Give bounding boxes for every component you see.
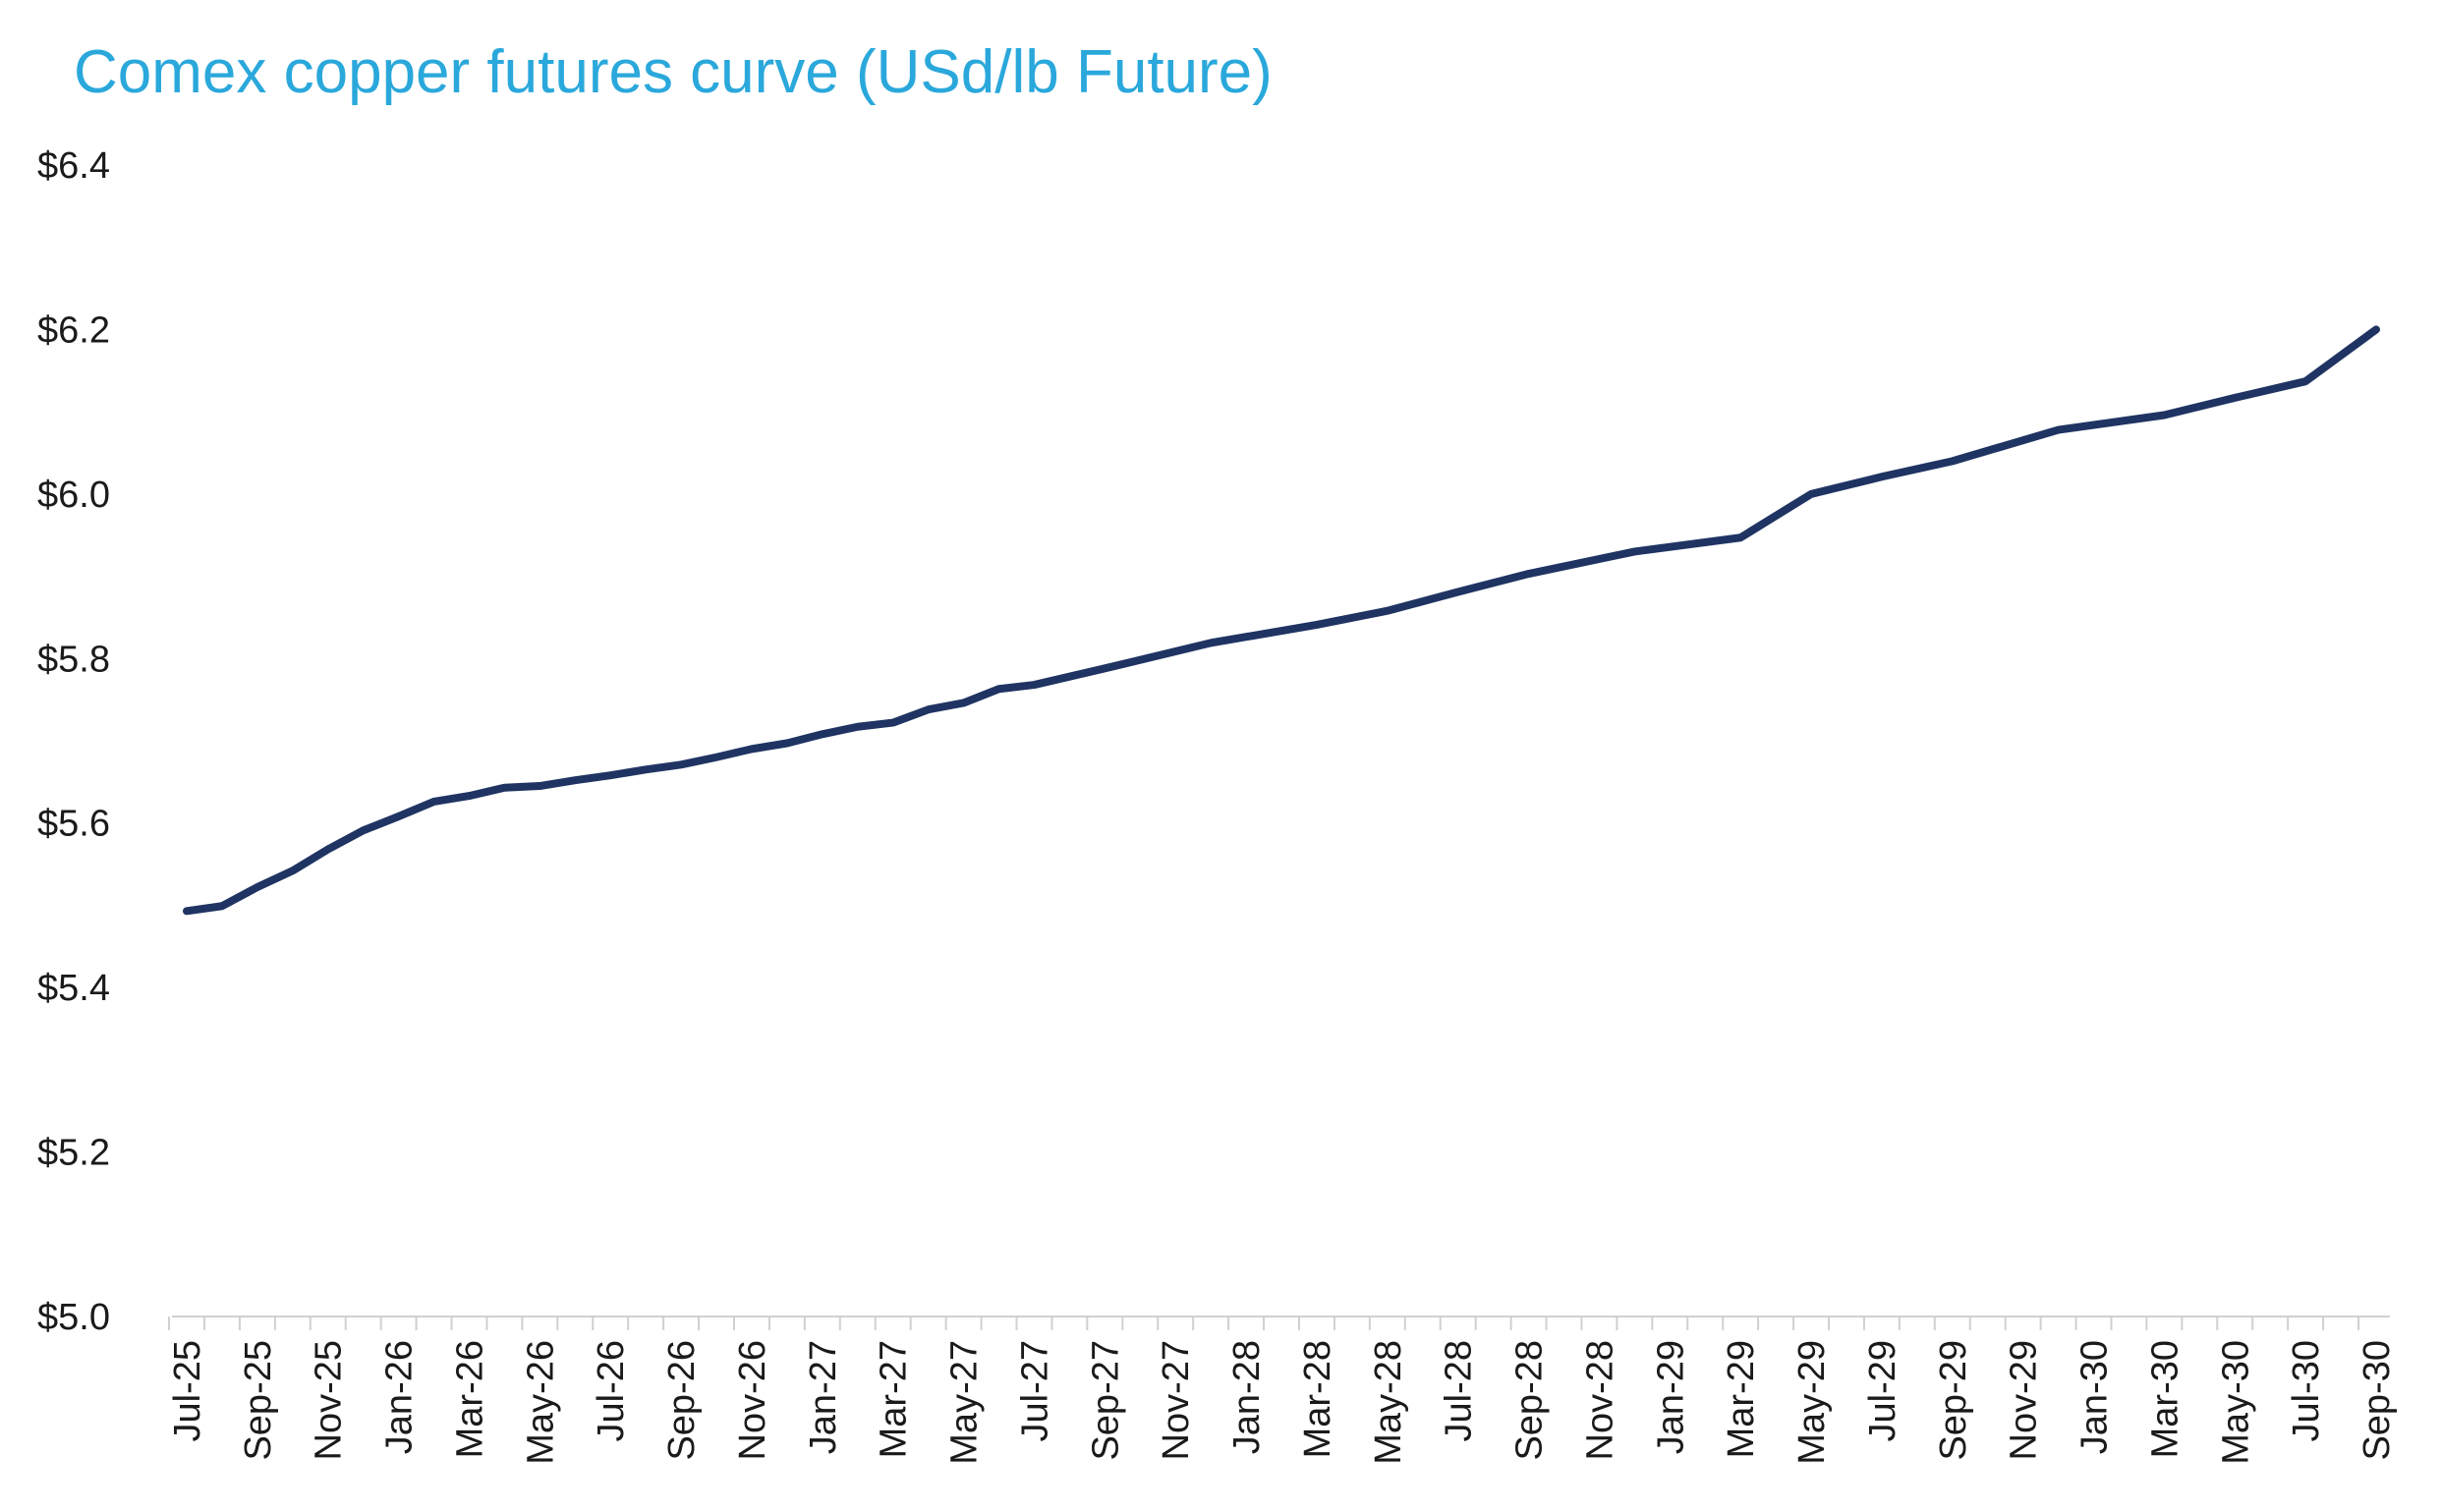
y-tick-label: $5.0	[37, 1297, 110, 1338]
x-tick-label: May-27	[944, 1340, 986, 1465]
y-tick-label: $6.2	[37, 309, 110, 351]
x-tick-label: Mar-30	[2144, 1340, 2186, 1458]
x-tick-label: May-28	[1368, 1340, 1409, 1465]
x-tick-label: Jul-26	[591, 1340, 632, 1442]
x-tick-label: Jul-30	[2286, 1340, 2327, 1442]
x-tick-label: May-30	[2215, 1340, 2256, 1465]
x-tick-label: Jul-25	[167, 1340, 208, 1442]
y-tick-label: $5.2	[37, 1133, 110, 1174]
y-tick-label: $6.0	[37, 475, 110, 516]
x-tick-label: Jan-30	[2074, 1340, 2116, 1454]
x-tick-label: May-29	[1791, 1340, 1833, 1465]
x-tick-label: Jul-29	[1862, 1340, 1903, 1442]
y-tick-label: $6.4	[37, 145, 110, 187]
y-axis-tick-labels: $5.0 $5.2 $5.4 $5.6 $5.8 $6.0 $6.2 $6.4	[37, 145, 110, 1338]
x-tick-label: Jan-29	[1650, 1340, 1691, 1454]
x-tick-label: Sep-29	[1933, 1340, 1974, 1461]
x-tick-label: Nov-27	[1156, 1340, 1197, 1461]
x-tick-label: Mar-26	[449, 1340, 490, 1458]
x-tick-label: Mar-29	[1721, 1340, 1762, 1458]
x-tick-label: Nov-26	[732, 1340, 773, 1461]
x-axis-tick-labels: Jul-25 Sep-25 Nov-25 Jan-26 Mar-26 May-26 Jul-…	[167, 1340, 2398, 1465]
x-tick-label: Nov-28	[1579, 1340, 1620, 1461]
x-tick-label: Jan-27	[803, 1340, 844, 1454]
x-tick-label: Jul-27	[1014, 1340, 1055, 1442]
x-tick-label: Nov-25	[309, 1340, 350, 1461]
x-tick-label: Sep-25	[238, 1340, 279, 1461]
x-tick-label: Nov-29	[2004, 1340, 2045, 1461]
x-tick-label: Mar-28	[1297, 1340, 1338, 1458]
x-tick-label: Jul-28	[1439, 1340, 1480, 1442]
x-axis-tick-marks	[168, 1316, 2360, 1330]
x-tick-label: Sep-28	[1509, 1340, 1551, 1461]
x-tick-label: Sep-30	[2356, 1340, 2398, 1461]
x-tick-label: Sep-26	[661, 1340, 703, 1461]
series-line	[183, 325, 2380, 916]
x-tick-label: Jan-28	[1226, 1340, 1268, 1454]
chart-title: Comex copper futures curve (USd/lb Futur…	[74, 38, 1273, 106]
y-tick-label: $5.8	[37, 639, 110, 680]
y-tick-label: $5.4	[37, 968, 110, 1009]
x-tick-label: Mar-27	[874, 1340, 915, 1458]
x-tick-label: Sep-27	[1085, 1340, 1126, 1461]
x-tick-label: May-26	[520, 1340, 561, 1465]
y-tick-label: $5.6	[37, 804, 110, 845]
x-tick-label: Jan-26	[379, 1340, 421, 1454]
